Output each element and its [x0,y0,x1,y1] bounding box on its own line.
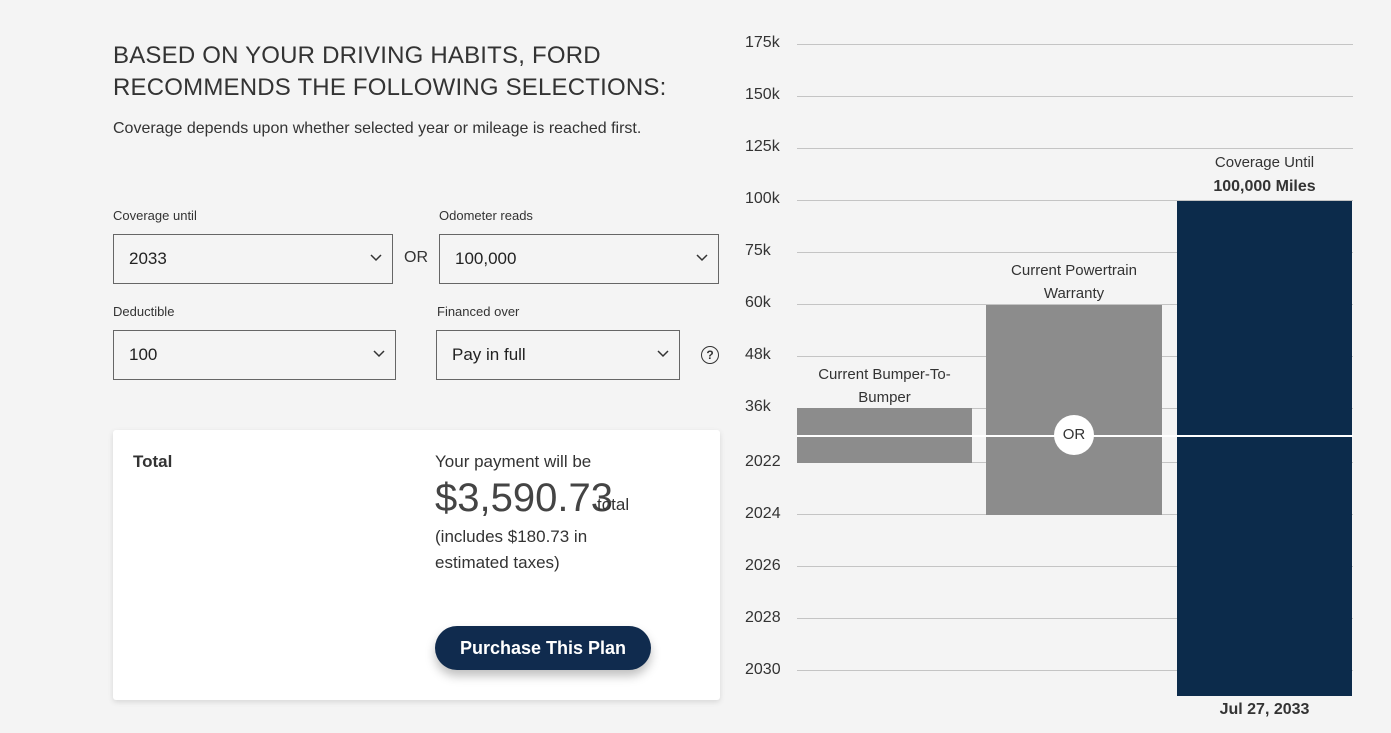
purchase-button[interactable]: Purchase This Plan [435,626,651,670]
select-value: Pay in full [452,345,526,364]
payment-suffix: total [597,495,630,514]
coverage-bar [1177,201,1352,696]
grid-line [797,252,1353,253]
select-value: 2033 [129,249,167,268]
deductible-select[interactable]: 100 [113,330,396,380]
field-label: Financed over [437,304,520,319]
or-label: OR [404,249,428,266]
total-card: Total Your payment will be $3,590.73 tot… [113,430,720,700]
year-tick-label: 2022 [745,453,781,470]
bar-end-date: Jul 27, 2033 [1219,701,1310,718]
subheading: Coverage depends upon whether selected y… [113,120,642,137]
bar-label: Current Bumper-To-Bumper [818,366,951,406]
help-icon[interactable]: ? [701,346,719,364]
chevron [696,254,708,262]
total-label: Total [133,452,173,471]
payment-intro: Your payment will be [435,452,592,471]
mileage-tick-label: 100k [745,190,780,207]
taxes-note: (includes $180.73 in estimated taxes) [435,527,588,572]
chevron [657,350,669,358]
chevron [373,350,385,358]
grid-line [797,304,1353,305]
mileage-tick-label: 48k [745,346,771,363]
field-label: Odometer reads [439,208,533,223]
mileage-tick-label: 75k [745,242,771,259]
grid-line [797,566,1353,567]
grid-line [797,44,1353,45]
bar-label: Current Powertrain Warranty [1011,262,1137,302]
grid-line [797,618,1353,619]
select-value: 100,000 [455,249,517,268]
grid-line [797,96,1353,97]
mileage-tick-label: 125k [745,138,780,155]
mileage-tick-label: 150k [745,86,780,103]
bar-label: Coverage Until [1214,154,1315,171]
select-value: 100 [129,345,158,364]
year-select[interactable]: 2033 [113,234,393,284]
field-label: Deductible [113,304,175,319]
field-label: Coverage until [113,208,197,223]
bar-value: 100,000 Miles [1213,178,1316,195]
grid-line [797,200,1353,201]
powertrain-bar [986,305,1162,515]
payment-amount: $3,590.73 [435,476,613,520]
year-tick-label: 2024 [745,505,781,522]
grid-line [797,148,1353,149]
year-tick-label: 2030 [745,661,781,678]
mileage-tick-label: 60k [745,294,771,311]
odometer-select[interactable]: 100,000 [439,234,719,284]
heading: BASED ON YOUR DRIVING HABITS, FORD RECOM… [113,42,667,101]
grid-line [797,670,1353,671]
year-tick-label: 2026 [745,557,781,574]
divider-or: OR [1054,415,1094,455]
mileage-tick-label: 175k [745,34,780,51]
chevron [370,254,382,262]
mileage-tick-label: 36k [745,398,771,415]
year-tick-label: 2028 [745,609,781,626]
financed-select[interactable]: Pay in full [436,330,680,380]
